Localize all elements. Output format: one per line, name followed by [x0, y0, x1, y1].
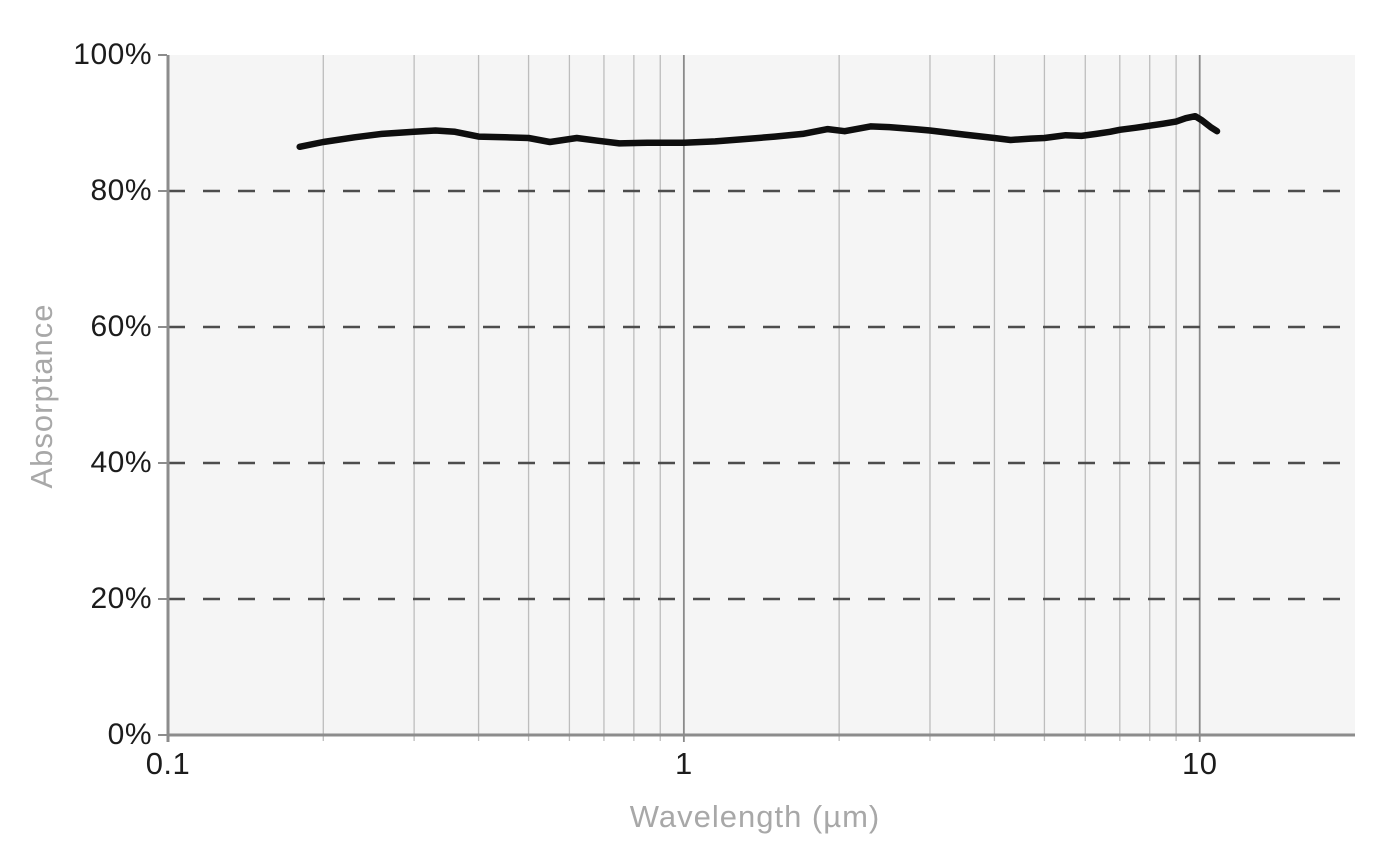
- x-tick-label-10: 10: [1181, 746, 1218, 781]
- y-tick-label-100%: 100%: [73, 38, 152, 71]
- series-line-absorptance: [296, 112, 1221, 151]
- x-tick-label-0.1: 0.1: [145, 746, 191, 781]
- y-axis-title: Absorptance: [24, 303, 59, 489]
- plot-background: [168, 55, 1355, 735]
- y-tick-label-0%: 0%: [107, 718, 152, 751]
- y-tick-label-40%: 40%: [90, 446, 152, 479]
- y-tick-label-80%: 80%: [90, 174, 152, 207]
- x-tick-label-1: 1: [674, 746, 693, 781]
- y-tick-label-20%: 20%: [90, 582, 152, 615]
- x-axis-title: Wavelength (µm): [629, 799, 881, 834]
- y-tick-label-60%: 60%: [90, 310, 152, 343]
